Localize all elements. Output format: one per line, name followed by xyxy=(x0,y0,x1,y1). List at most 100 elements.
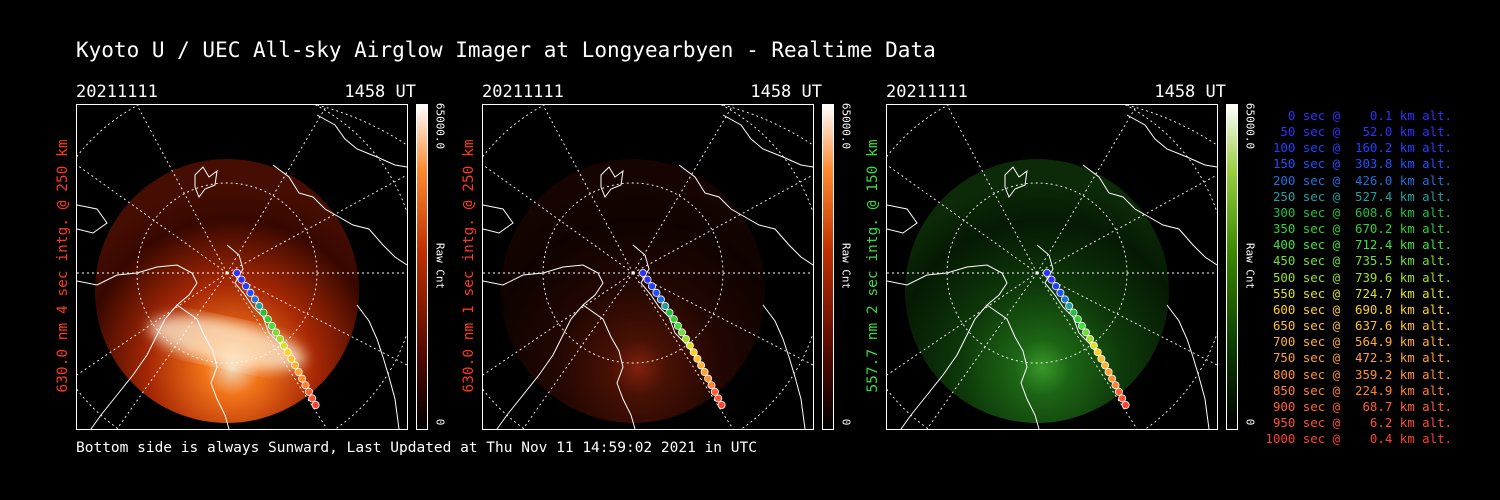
legend-entry: 900 sec @ 68.7 km alt. xyxy=(1265,398,1452,414)
legend-entry: 150 sec @ 303.8 km alt. xyxy=(1265,156,1452,172)
trajectory-point xyxy=(710,387,719,396)
wavelength-label: 630.0 nm 4 sec intg. @ 250 km xyxy=(55,139,71,393)
trajectory-point xyxy=(685,341,694,350)
trajectory-point xyxy=(1101,361,1110,370)
cbar-min: 0 xyxy=(839,418,853,426)
trajectory-point xyxy=(677,328,686,337)
trajectory-point xyxy=(279,341,288,350)
panel-time: 1458 UT xyxy=(344,82,416,102)
cbar-unit: Raw Cnt xyxy=(433,242,447,290)
trajectory-point xyxy=(673,321,682,330)
trajectory-point xyxy=(232,268,241,277)
cbar-min: 0 xyxy=(1243,418,1257,426)
cbar-max: 65000.0 xyxy=(433,102,447,150)
trajectory-point xyxy=(697,361,706,370)
legend-entry: 700 sec @ 564.9 km alt. xyxy=(1265,334,1452,350)
panel-date: 20211111 xyxy=(886,82,968,102)
legend-entry: 950 sec @ 6.2 km alt. xyxy=(1265,414,1452,430)
wavelength-label: 557.7 nm 2 sec intg. @ 150 km xyxy=(865,139,881,393)
trajectory-point xyxy=(693,354,702,363)
trajectory-point xyxy=(291,361,300,370)
trajectory-point xyxy=(656,295,665,304)
imager-panel-2: 20211111 1458 UT 630.0 nm 1 sec intg. @ 25… xyxy=(461,80,922,440)
panel-date: 20211111 xyxy=(76,82,158,102)
trajectory-point xyxy=(707,381,716,390)
trajectory-point xyxy=(1118,394,1127,403)
legend-entry: 250 sec @ 527.4 km alt. xyxy=(1265,188,1452,204)
trajectory-point xyxy=(700,367,709,376)
trajectory-point xyxy=(717,400,726,409)
trajectory-point xyxy=(255,301,264,310)
trajectory-point xyxy=(250,295,259,304)
trajectory-point xyxy=(308,394,317,403)
legend-entry: 450 sec @ 735.5 km alt. xyxy=(1265,253,1452,269)
trajectory-point xyxy=(263,315,272,324)
trajectory-point xyxy=(271,328,280,337)
legend-entry: 200 sec @ 426.0 km alt. xyxy=(1265,172,1452,188)
allsky-image xyxy=(886,104,1218,430)
colorbar xyxy=(1226,104,1238,430)
trajectory-point xyxy=(1089,341,1098,350)
trajectory-point xyxy=(652,288,661,297)
legend-entry: 500 sec @ 739.6 km alt. xyxy=(1265,269,1452,285)
trajectory-point xyxy=(1073,315,1082,324)
trajectory-point xyxy=(259,308,268,317)
trajectory-point xyxy=(1081,328,1090,337)
cbar-max: 65000.0 xyxy=(839,102,853,150)
trajectory-point xyxy=(704,374,713,383)
legend-entry: 100 sec @ 160.2 km alt. xyxy=(1265,140,1452,156)
legend-entry: 600 sec @ 690.8 km alt. xyxy=(1265,301,1452,317)
trajectory-point xyxy=(1077,321,1086,330)
panel-time: 1458 UT xyxy=(1154,82,1226,102)
legend-entry: 350 sec @ 670.2 km alt. xyxy=(1265,221,1452,237)
trajectory-point xyxy=(681,334,690,343)
trajectory-point xyxy=(304,387,313,396)
trajectory-point xyxy=(287,354,296,363)
trajectory-point xyxy=(1108,374,1117,383)
page-title: Kyoto U / UEC All-sky Airglow Imager at … xyxy=(76,38,936,62)
trajectory-point xyxy=(1047,275,1056,284)
cbar-unit: Raw Cnt xyxy=(1243,242,1257,290)
trajectory-point xyxy=(1060,295,1069,304)
trajectory-point xyxy=(294,367,303,376)
trajectory-point xyxy=(647,282,656,291)
trajectory-point xyxy=(714,394,723,403)
legend-entry: 1000 sec @ 0.4 km alt. xyxy=(1265,431,1453,447)
trajectory-point xyxy=(1042,268,1051,277)
legend-entry: 750 sec @ 472.3 km alt. xyxy=(1265,350,1452,366)
colorbar-labels: 65000.0 Raw Cnt 0 xyxy=(1242,103,1258,428)
panel-date: 20211111 xyxy=(482,82,564,102)
panel-time: 1458 UT xyxy=(750,82,822,102)
trajectory-point xyxy=(1104,367,1113,376)
legend-entry: 650 sec @ 637.6 km alt. xyxy=(1265,318,1452,334)
trajectory-point xyxy=(275,334,284,343)
trajectory-point xyxy=(1085,334,1094,343)
legend-entry: 0 sec @ 0.1 km alt. xyxy=(1265,108,1452,123)
legend-entry: 550 sec @ 724.7 km alt. xyxy=(1265,285,1452,301)
colorbar-labels: 65000.0 Raw Cnt 0 xyxy=(432,102,448,428)
trajectory-point xyxy=(246,288,255,297)
legend-entry: 300 sec @ 608.6 km alt. xyxy=(1265,204,1452,220)
imager-panel-3: 20211111 1458 UT 557.7 nm 2 sec intg. @ 15… xyxy=(865,80,1326,440)
trajectory-point xyxy=(669,315,678,324)
trajectory-point xyxy=(1056,288,1065,297)
trajectory-point xyxy=(1121,400,1130,409)
trajectory-point xyxy=(1097,354,1106,363)
allsky-image xyxy=(76,104,408,430)
trajectory-point xyxy=(1111,381,1120,390)
trajectory-point xyxy=(1069,308,1078,317)
allsky-image xyxy=(482,104,814,430)
update-footer: Bottom side is always Sunward, Last Upda… xyxy=(76,440,757,456)
trajectory-point xyxy=(311,400,320,409)
trajectory-point xyxy=(1051,282,1060,291)
imager-panel-1: 20211111 1458 UT 630.0 nm 4 sec intg. @ 25… xyxy=(55,80,516,440)
trajectory-point xyxy=(665,308,674,317)
trajectory-point xyxy=(638,268,647,277)
legend-entry: 850 sec @ 224.9 km alt. xyxy=(1265,382,1452,398)
trajectory-point xyxy=(1065,301,1074,310)
colorbar-labels: 65000.0 Raw Cnt 0 xyxy=(838,102,854,428)
legend-entry: 400 sec @ 712.4 km alt. xyxy=(1265,237,1452,253)
trajectory-point xyxy=(643,275,652,284)
legend-entry: 50 sec @ 52.0 km alt. xyxy=(1265,124,1452,140)
trajectory-point xyxy=(301,381,310,390)
